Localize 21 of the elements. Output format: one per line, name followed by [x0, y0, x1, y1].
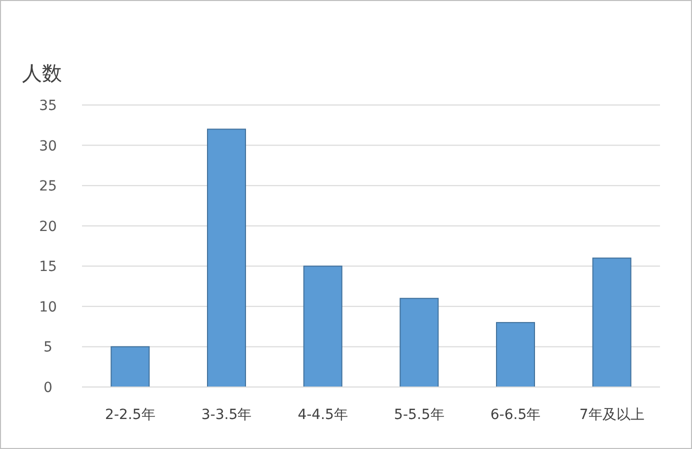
y-tick-label: 10: [39, 299, 57, 316]
bar: [400, 298, 439, 388]
x-tick-label: 4-4.5年: [298, 407, 348, 423]
y-tick-label: 25: [39, 178, 57, 195]
x-tick-label: 7年及以上: [579, 407, 644, 423]
x-tick-label: 6-6.5年: [490, 407, 541, 423]
bar: [207, 128, 246, 388]
x-tick-label: 3-3.5年: [201, 407, 252, 423]
y-tick-label: 20: [39, 218, 57, 235]
bar: [496, 322, 535, 388]
y-tick-label: 30: [39, 138, 57, 154]
bar: [110, 346, 150, 388]
bar: [592, 258, 632, 388]
y-tick-label: 5: [44, 340, 52, 356]
y-tick-label: 0: [44, 380, 52, 396]
bar: [303, 266, 342, 388]
y-tick-label: 15: [39, 259, 57, 276]
y-axis-title: 人数: [22, 61, 62, 85]
x-tick-label: 2-2.5年: [105, 407, 156, 423]
x-tick-label: 5-5.5年: [394, 407, 444, 423]
y-tick-label: 35: [39, 98, 57, 114]
